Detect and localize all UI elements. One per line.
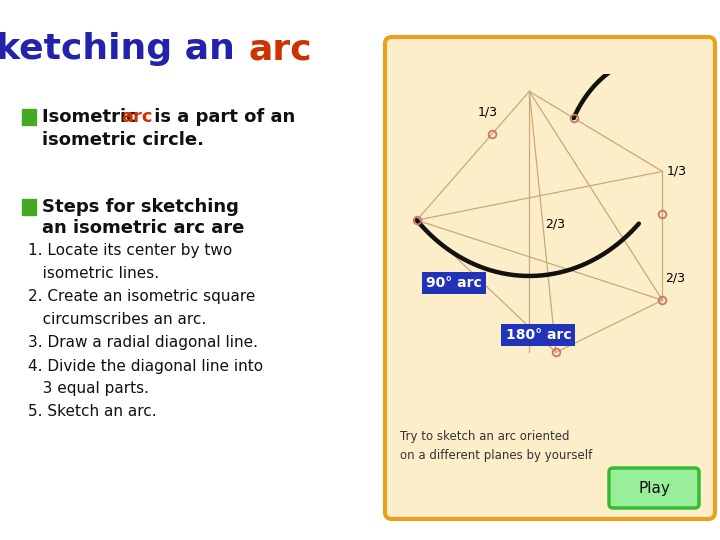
Text: Steps for sketching: Steps for sketching bbox=[42, 198, 239, 216]
Text: 3. Draw a radial diagonal line.: 3. Draw a radial diagonal line. bbox=[28, 335, 258, 350]
Text: 2/3: 2/3 bbox=[546, 217, 566, 230]
Bar bbox=[22, 109, 36, 125]
Bar bbox=[22, 199, 36, 215]
Text: 4. Divide the diagonal line into: 4. Divide the diagonal line into bbox=[28, 359, 263, 374]
Text: Try to sketch an arc oriented: Try to sketch an arc oriented bbox=[400, 430, 570, 443]
Text: 180° arc: 180° arc bbox=[505, 328, 571, 342]
Text: is a part of an: is a part of an bbox=[148, 108, 295, 126]
Text: circumscribes an arc.: circumscribes an arc. bbox=[28, 313, 206, 327]
Text: Play: Play bbox=[638, 481, 670, 496]
Text: 90° arc: 90° arc bbox=[426, 276, 482, 290]
Text: an isometric arc are: an isometric arc are bbox=[42, 219, 244, 237]
Text: 3 equal parts.: 3 equal parts. bbox=[28, 381, 149, 396]
Text: Isometric: Isometric bbox=[42, 108, 143, 126]
Text: 2/3: 2/3 bbox=[665, 271, 685, 284]
Text: isometric circle.: isometric circle. bbox=[42, 131, 204, 149]
Text: arc: arc bbox=[121, 108, 153, 126]
Text: 2. Create an isometric square: 2. Create an isometric square bbox=[28, 289, 256, 305]
Text: 1/3: 1/3 bbox=[477, 105, 498, 118]
FancyBboxPatch shape bbox=[385, 37, 715, 519]
Text: isometric lines.: isometric lines. bbox=[28, 267, 159, 281]
Text: on a different planes by yourself: on a different planes by yourself bbox=[400, 449, 593, 462]
Text: arc: arc bbox=[248, 32, 312, 66]
FancyBboxPatch shape bbox=[609, 468, 699, 508]
Text: 1/3: 1/3 bbox=[667, 165, 687, 178]
Text: 1. Locate its center by two: 1. Locate its center by two bbox=[28, 244, 233, 259]
Text: 5. Sketch an arc.: 5. Sketch an arc. bbox=[28, 404, 157, 420]
Text: Sketching an: Sketching an bbox=[0, 32, 248, 66]
